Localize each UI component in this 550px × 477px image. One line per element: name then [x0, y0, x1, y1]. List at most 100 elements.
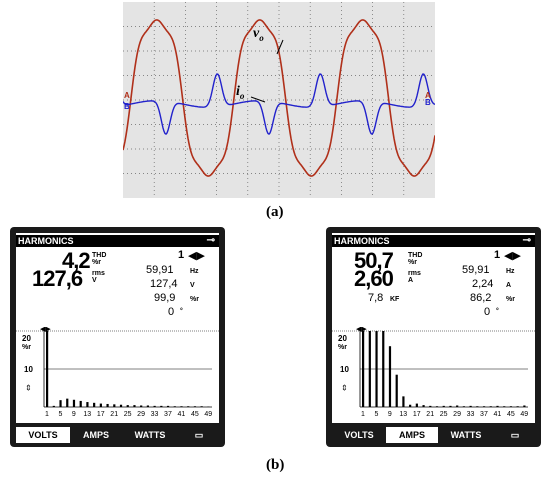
harmonic-bar: [187, 406, 190, 407]
harmonic-bar: [72, 399, 76, 407]
fundamental-unit: V: [190, 282, 195, 289]
channel-b-marker-right: B: [425, 98, 431, 107]
harmonic-bar: [516, 406, 519, 407]
fundamental-unit: A: [506, 282, 512, 289]
y-tick-label-top: 20: [22, 334, 31, 343]
harmonic-bar: [489, 406, 492, 407]
harmonic-bar: [140, 405, 143, 407]
tab-volts[interactable]: VOLTS: [344, 430, 374, 440]
x-tick-label: 45: [507, 411, 515, 418]
phase-unit: °: [180, 308, 183, 315]
harmonic-bar: [462, 406, 465, 407]
x-tick-label: 29: [453, 411, 461, 418]
screen-icon[interactable]: ▭: [194, 430, 204, 440]
harmonic-bar: [119, 404, 123, 407]
harmonic-bar: [476, 406, 479, 407]
y-tick-label-top: 20: [338, 334, 347, 343]
harmonic-bar: [395, 374, 398, 407]
harmonic-bar: [449, 405, 452, 407]
x-tick-label: 5: [58, 411, 62, 418]
percent-unit: %r: [506, 296, 515, 303]
rms-unit: A: [408, 277, 414, 284]
harmonic-bar: [388, 346, 392, 407]
x-tick-label: 37: [164, 411, 172, 418]
harmonic-bar: [106, 403, 109, 407]
harmonic-bar: [409, 404, 412, 407]
harmonic-bar: [79, 400, 82, 407]
frequency-value: 59,91: [462, 264, 490, 276]
percent-value: 99,9: [154, 292, 176, 304]
harmonic-bar: [375, 331, 378, 407]
x-tick-label: 5: [374, 411, 378, 418]
tab-watts[interactable]: WATTS: [134, 430, 166, 440]
y-tick-label-mid: 10: [24, 365, 33, 374]
fundamental-value: 2,24: [472, 278, 494, 290]
plug-icon: ⊸: [206, 235, 215, 246]
x-tick-label: 21: [110, 411, 118, 418]
harmonic-number: 1: [178, 249, 185, 261]
harmonic-bar: [153, 405, 156, 407]
harmonic-bar: [146, 405, 149, 407]
cursor-arrows-icon[interactable]: ◀▶: [40, 327, 51, 333]
current-trace: [123, 73, 435, 135]
rms-unit: V: [92, 277, 97, 284]
voltage-label-arrow: [276, 39, 284, 55]
harmonic-bar: [435, 406, 439, 407]
harmonic-bar: [46, 331, 49, 407]
harmonic-number: 1: [494, 249, 501, 261]
tab-amps[interactable]: AMPS: [82, 430, 109, 440]
x-tick-label: 1: [361, 411, 365, 418]
harmonic-bar: [523, 405, 526, 407]
x-tick-label: 45: [191, 411, 199, 418]
x-tick-label: 9: [388, 411, 392, 418]
channel-a-marker-right: A: [425, 91, 431, 100]
x-tick-label: 49: [204, 411, 212, 418]
x-tick-label: 13: [399, 411, 407, 418]
harmonic-bar: [415, 403, 418, 407]
x-tick-label: 41: [494, 411, 502, 418]
frequency-value: 59,91: [146, 264, 174, 276]
x-tick-label: 49: [520, 411, 528, 418]
frequency-unit: Hz: [190, 268, 199, 275]
x-tick-label: 21: [426, 411, 434, 418]
harmonic-bar: [200, 406, 203, 407]
voltage-label: vo: [253, 26, 264, 43]
channel-b-marker-left: B: [124, 102, 130, 111]
meter-tabs: VOLTS AMPS WATTS ▭: [16, 427, 219, 443]
tab-amps[interactable]: AMPS: [386, 427, 438, 443]
rms-value: 2,60: [354, 266, 394, 291]
fundamental-value: 127,4: [150, 278, 178, 290]
x-tick-label: 17: [97, 411, 105, 418]
thd-label: THD: [408, 252, 423, 259]
caption-a: (a): [266, 204, 284, 220]
scroll-updown-icon[interactable]: ⇕: [341, 383, 348, 392]
rms-value: 127,6: [32, 266, 83, 291]
screen-icon[interactable]: ▭: [510, 430, 520, 440]
meter-tabs: VOLTS AMPS WATTS ▭: [332, 427, 535, 443]
x-tick-label: 1: [45, 411, 49, 418]
harmonic-bar: [368, 331, 371, 407]
meter-header: HARMONICS ⊸: [332, 235, 535, 247]
x-tick-label: 29: [137, 411, 145, 418]
harmonic-bar: [180, 406, 183, 407]
percent-unit: %r: [190, 296, 199, 303]
x-tick-label: 33: [467, 411, 475, 418]
scroll-updown-icon[interactable]: ⇕: [25, 383, 32, 392]
harmonic-bar: [166, 405, 170, 407]
harmonics-meter-voltage: HARMONICS ⊸ 4,2 THD %r 127,6 rms V 1 ◀▶ …: [10, 227, 225, 447]
x-tick-label: 13: [83, 411, 91, 418]
harmonic-bar: [429, 405, 432, 407]
kf-unit: KF: [390, 296, 400, 303]
harmonic-bar: [126, 405, 129, 407]
tab-watts[interactable]: WATTS: [450, 430, 482, 440]
cursor-arrows-icon[interactable]: ◀▶: [356, 327, 367, 333]
harmonic-bar: [66, 398, 69, 407]
harmonic-bar: [482, 406, 486, 407]
x-tick-label: 33: [151, 411, 159, 418]
phase-unit: °: [496, 308, 499, 315]
harmonic-bar: [509, 406, 513, 407]
harmonic-bar: [52, 405, 55, 407]
oscilloscope-screen: vo io A B A B: [123, 2, 435, 198]
phase-value: 0: [484, 306, 491, 318]
tab-volts[interactable]: VOLTS: [16, 427, 70, 443]
